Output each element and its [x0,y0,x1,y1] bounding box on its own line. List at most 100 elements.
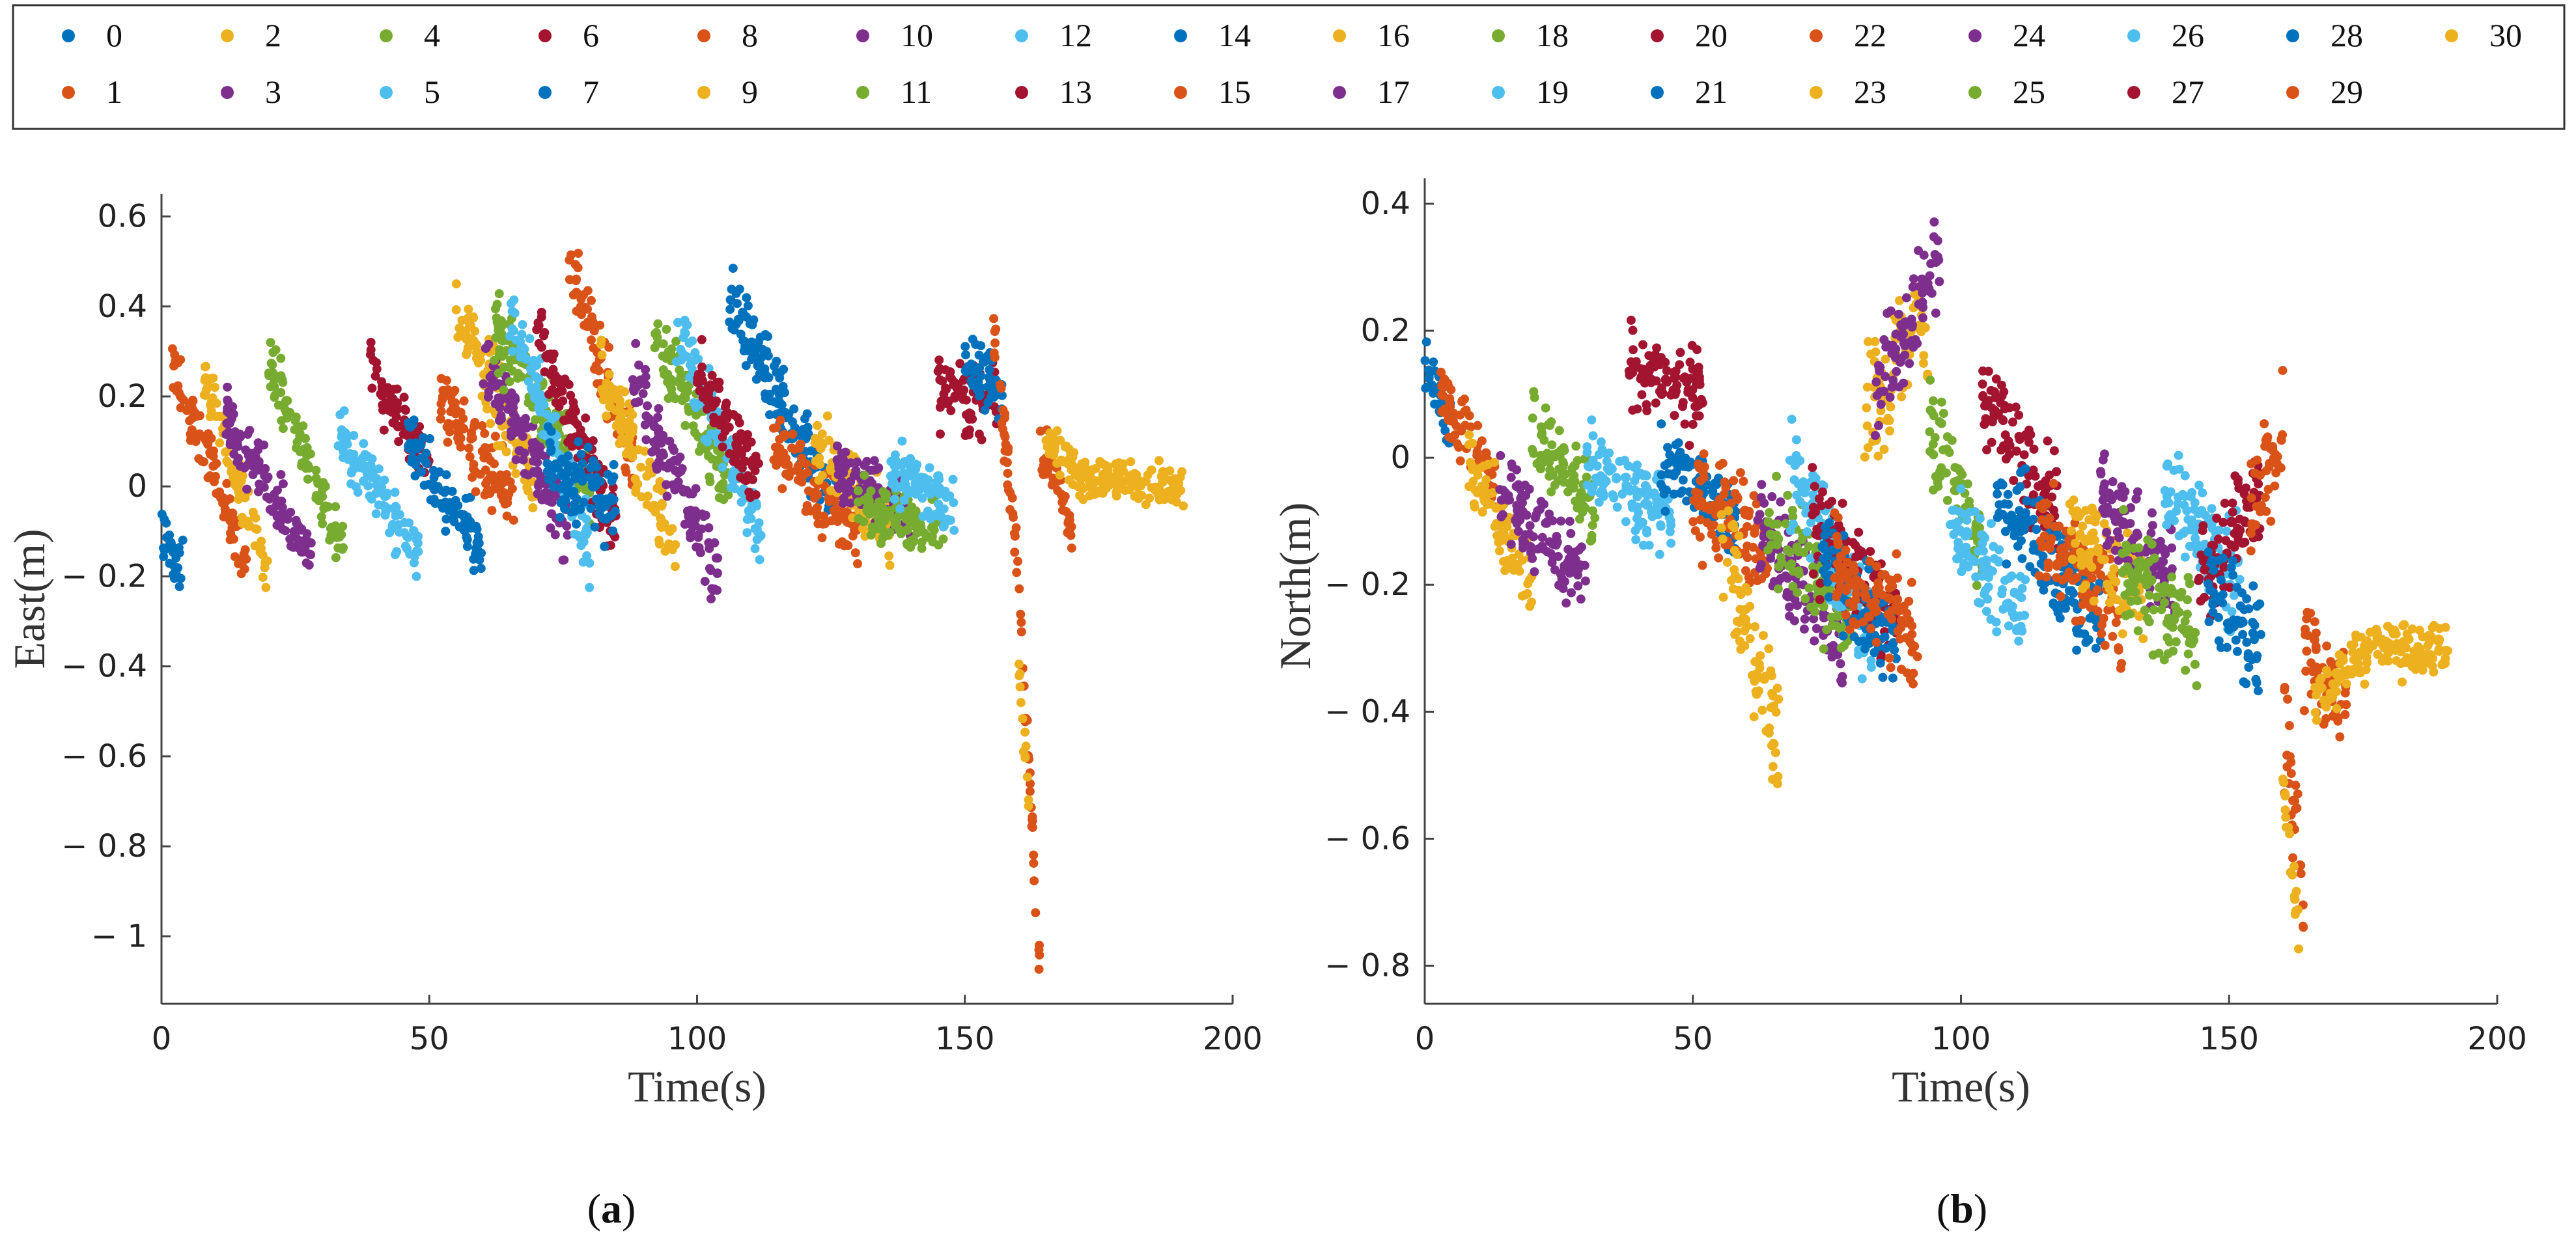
data-point [1678,475,1688,485]
data-point [1429,357,1438,367]
data-point [690,506,700,516]
data-point [1528,445,1537,454]
data-point [419,480,429,490]
data-point [602,494,611,504]
data-point [819,511,829,521]
data-point [453,333,463,342]
data-point [579,497,589,507]
data-point [743,430,752,439]
data-point [486,419,496,428]
data-point [225,516,235,525]
data-point [278,424,288,434]
data-point [436,414,445,424]
data-point [257,536,266,546]
data-point [1580,560,1589,570]
data-point [1602,456,1612,466]
data-point [1926,259,1936,268]
x-tick-label: 100 [667,1021,727,1057]
data-point [227,464,237,474]
data-point [1447,434,1457,443]
data-point [505,331,515,341]
data-point [495,478,505,488]
data-point [1158,478,1168,488]
x-tick-label: 0 [1415,1021,1435,1057]
data-point [718,462,727,472]
data-point [576,449,586,459]
data-point [1833,513,1843,523]
data-point [480,450,490,460]
data-point [1886,606,1896,616]
data-point [268,348,278,357]
data-point [185,416,195,426]
data-point [1172,490,1182,499]
data-point [751,490,761,500]
data-point [1571,555,1580,564]
data-point [1694,501,1703,510]
data-point [867,478,877,488]
data-point [507,355,516,365]
data-point [1666,538,1676,548]
data-point [560,457,570,467]
x-axis-label: Time(s) [1892,1062,2030,1111]
data-point [1745,601,1755,611]
data-point [1902,668,1912,678]
data-point [1875,658,1885,668]
data-point [1672,467,1681,477]
data-point [230,552,240,562]
data-point [1688,517,1698,527]
data-point [569,487,579,497]
data-point [1682,378,1692,387]
data-point [1756,560,1766,570]
data-point [1741,566,1750,575]
data-point [1797,535,1807,544]
data-point [1657,470,1666,480]
data-point [752,523,762,533]
data-point [833,482,843,491]
legend-label-18: 18 [1536,17,1569,53]
data-point [1560,446,1569,456]
data-point [1885,426,1894,435]
data-point [1743,587,1753,596]
data-point [1460,394,1469,404]
data-point [1565,568,1575,578]
data-point [1714,553,1724,563]
data-point [506,426,516,436]
data-point [1172,497,1181,507]
series-0 [157,510,188,592]
x-tick-label: 150 [2199,1021,2259,1057]
data-point [1630,485,1640,495]
data-point [788,430,798,439]
data-point [1628,325,1638,335]
data-point [220,507,230,517]
legend-label-14: 14 [1218,17,1251,53]
data-point [1680,462,1690,471]
data-point [502,511,512,521]
data-point [801,459,811,469]
legend-label-22: 22 [1854,17,1886,53]
data-point [525,334,535,344]
data-point [923,475,933,485]
data-point [1078,484,1088,493]
data-point [704,364,714,374]
y-axis-label: East(m) [5,529,54,669]
data-point [813,519,823,529]
data-point [908,510,917,519]
data-point [451,279,461,289]
data-point [1899,378,1909,388]
data-point [443,437,453,447]
data-point [896,482,906,491]
data-point [178,535,188,545]
series-14 [542,422,620,551]
data-point [985,365,994,374]
data-point [311,493,321,503]
data-point [680,316,690,325]
data-point [1111,459,1121,469]
data-point [811,438,820,448]
data-point [227,523,237,532]
data-point [568,398,578,408]
data-point [1729,476,1739,486]
data-point [1907,577,1916,587]
data-point [1732,616,1742,626]
data-point [1024,795,1033,805]
data-point [1588,431,1598,441]
